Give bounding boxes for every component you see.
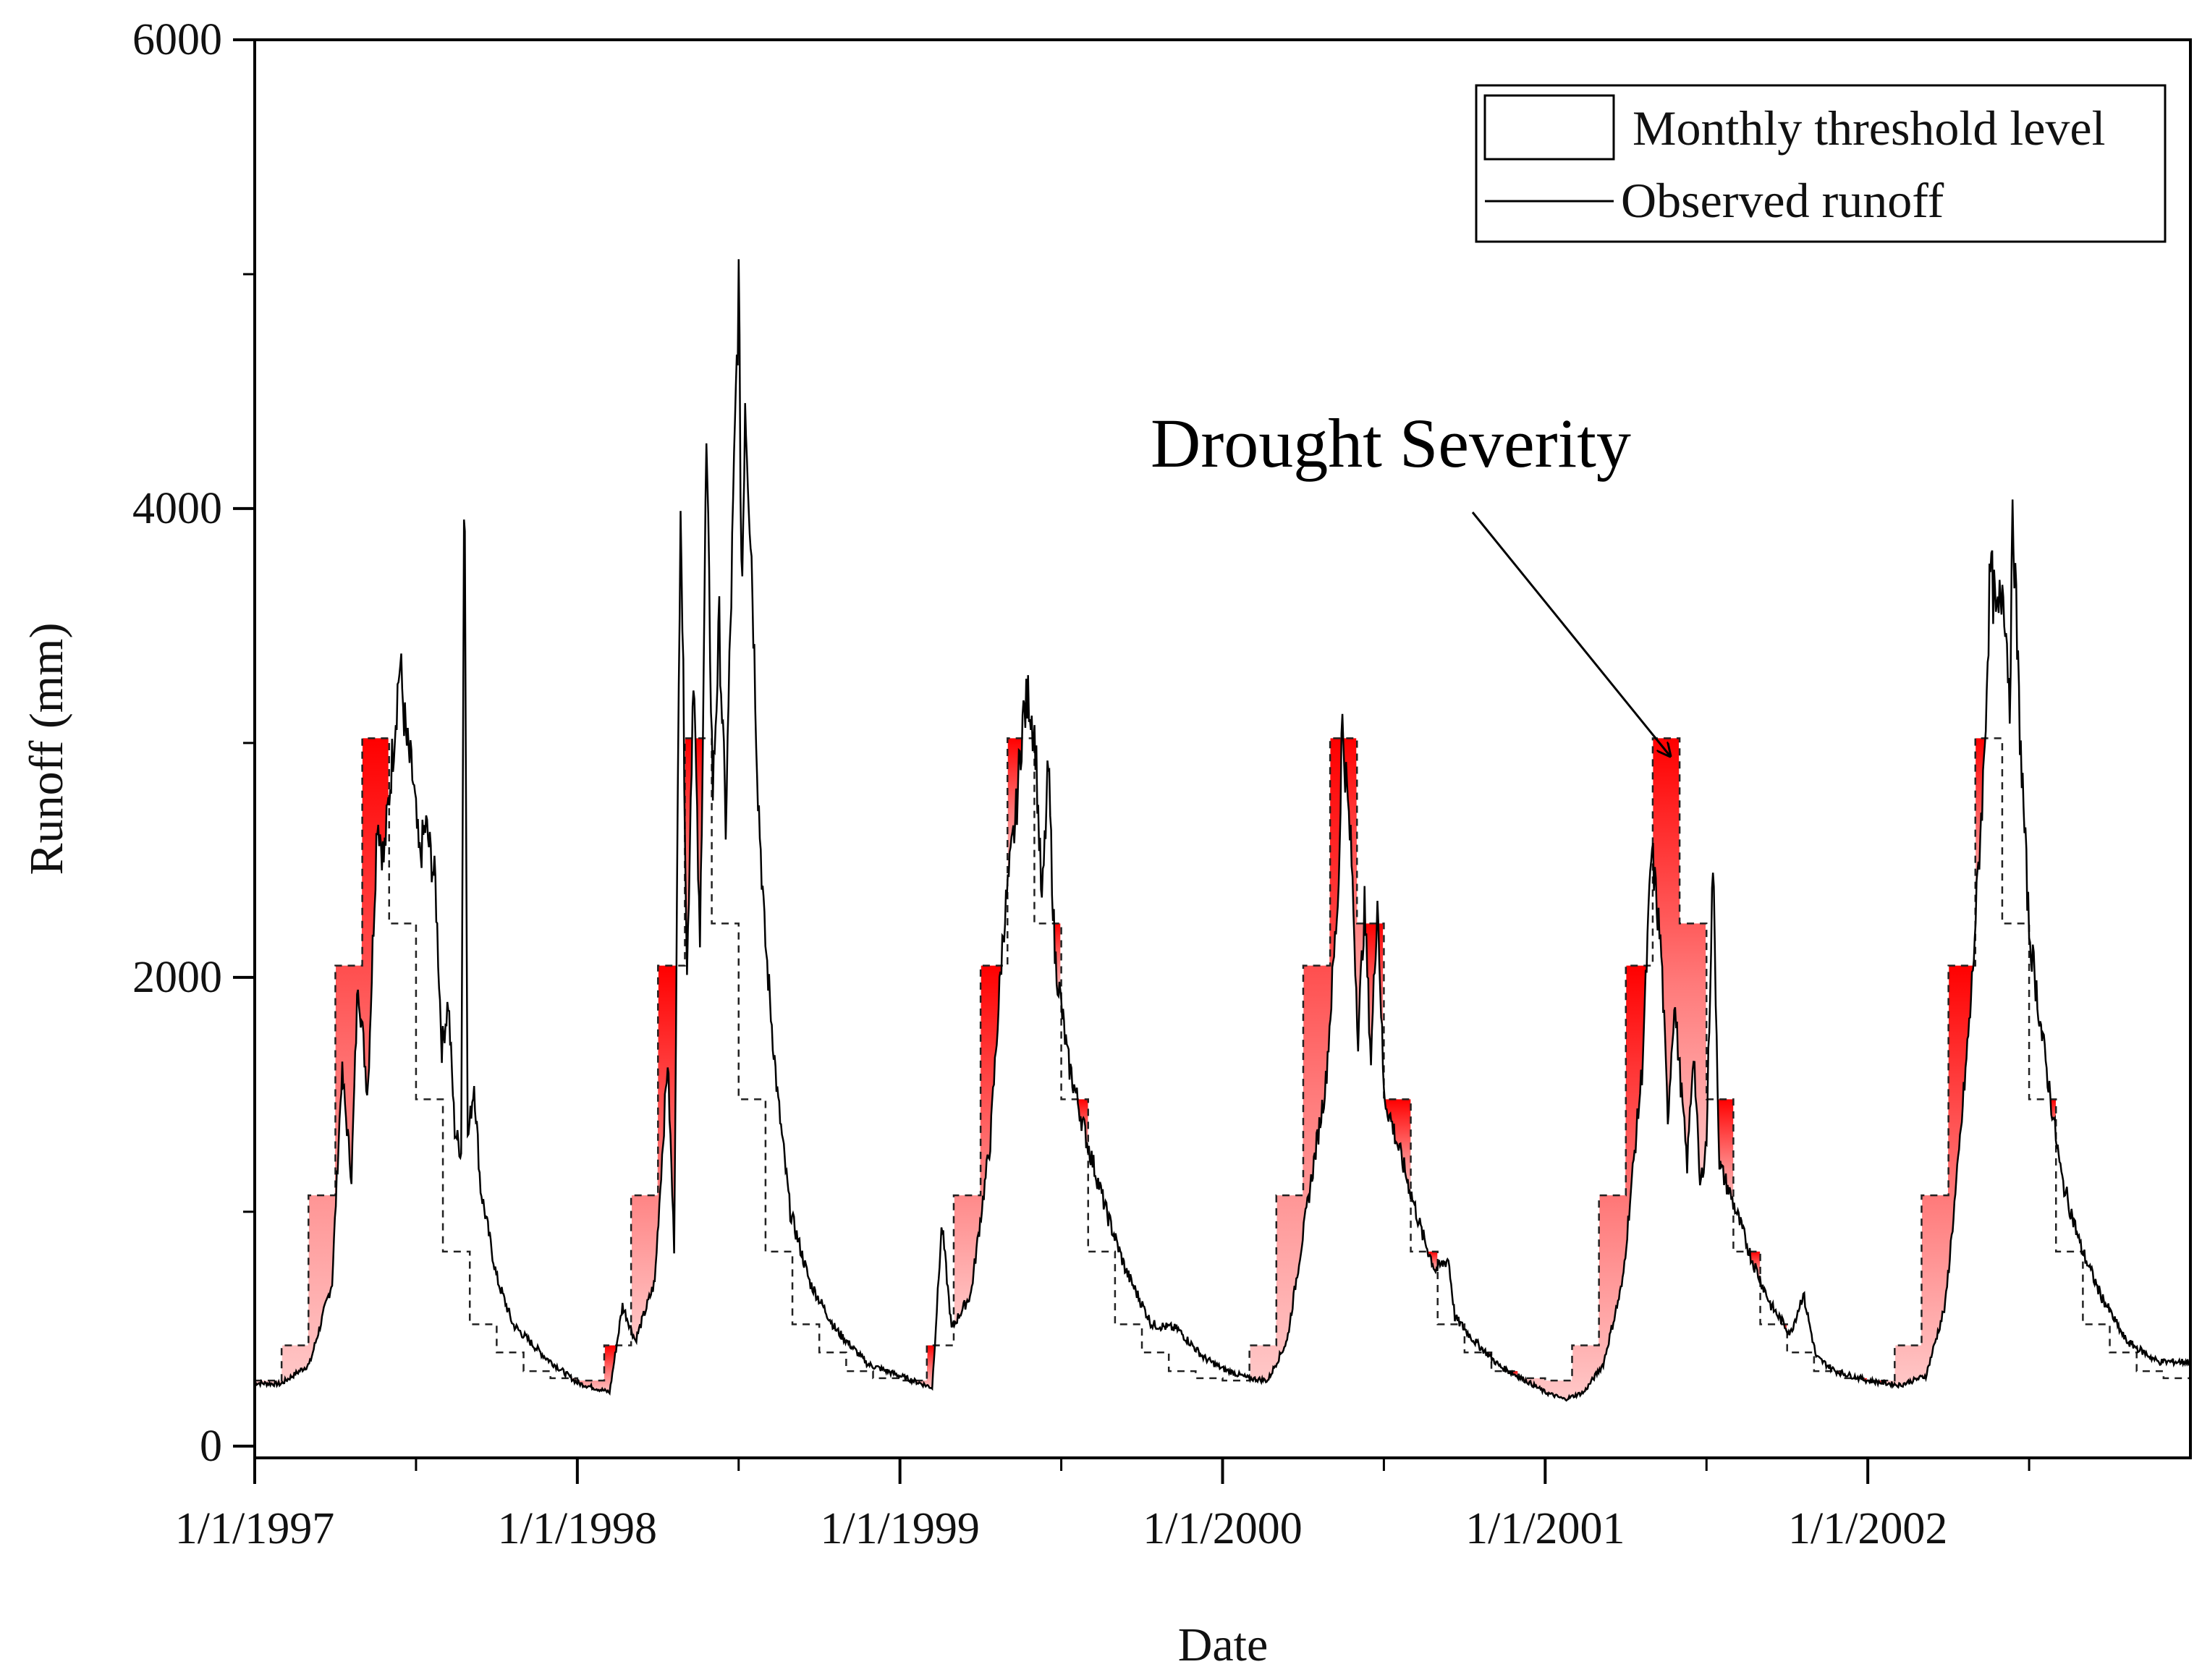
legend-runoff-label: Observed runoff [1621, 173, 1944, 228]
x-tick-label: 1/1/1997 [175, 1504, 334, 1553]
drought-deficit-area [255, 738, 389, 1386]
drought-deficit-area [1718, 1099, 1734, 1209]
x-tick-label: 1/1/1999 [820, 1504, 979, 1553]
annotation-arrow [1471, 512, 1670, 756]
drought-deficit-area [572, 1345, 617, 1393]
threshold-line-layer [255, 737, 2190, 1382]
drought-deficit-area [631, 965, 677, 1342]
drought-deficit-area [1054, 923, 1061, 996]
drought-deficit-area [1250, 738, 1341, 1383]
drought-deficit-area [1428, 1251, 1438, 1272]
x-tick-label: 1/1/2002 [1788, 1504, 1947, 1553]
y-axis: 0 2000 4000 6000 [132, 15, 255, 1471]
drought-deficit-areas [255, 738, 2083, 1401]
y-axis-title: Runoff (mm) [20, 623, 73, 875]
legend-box [1475, 84, 2167, 243]
drought-deficit-area [696, 738, 703, 948]
legend-threshold-swatch [1483, 94, 1615, 161]
drought-deficit-area [2051, 1099, 2057, 1141]
legend-threshold-label: Monthly threshold level [1633, 101, 2105, 156]
observed-runoff-line [254, 259, 2192, 1402]
drought-deficit-area [1365, 923, 1377, 1066]
legend: Monthly threshold level Observed runoff [1475, 84, 2167, 243]
x-axis-title: Date [1178, 1619, 1269, 1671]
x-axis: 1/1/1997 1/1/1998 1/1/1999 1/1/2000 1/1/2001… [175, 1458, 2031, 1553]
drought-deficit-area [1883, 965, 1973, 1388]
y-tick-label: 2000 [132, 953, 222, 1002]
drought-deficit-area [1384, 1099, 1411, 1199]
drought-deficit-area [954, 965, 1002, 1325]
drought-deficit-area [1524, 965, 1647, 1401]
drought-deficit-area [916, 1345, 934, 1389]
drought-deficit-area [1077, 1099, 1088, 1153]
y-tick-label: 0 [200, 1422, 222, 1471]
y-tick-label: 4000 [132, 484, 222, 533]
drought-severity-annotation: Drought Severity [1151, 404, 1631, 482]
x-tick-label: 1/1/1998 [498, 1504, 657, 1553]
x-tick-label: 1/1/2001 [1465, 1504, 1625, 1553]
runoff-line-layer [254, 259, 2192, 1402]
x-tick-label: 1/1/2000 [1143, 1504, 1302, 1553]
y-tick-label: 6000 [132, 15, 222, 64]
plot-frame [253, 38, 2192, 1459]
monthly-threshold-line [255, 737, 2190, 1382]
